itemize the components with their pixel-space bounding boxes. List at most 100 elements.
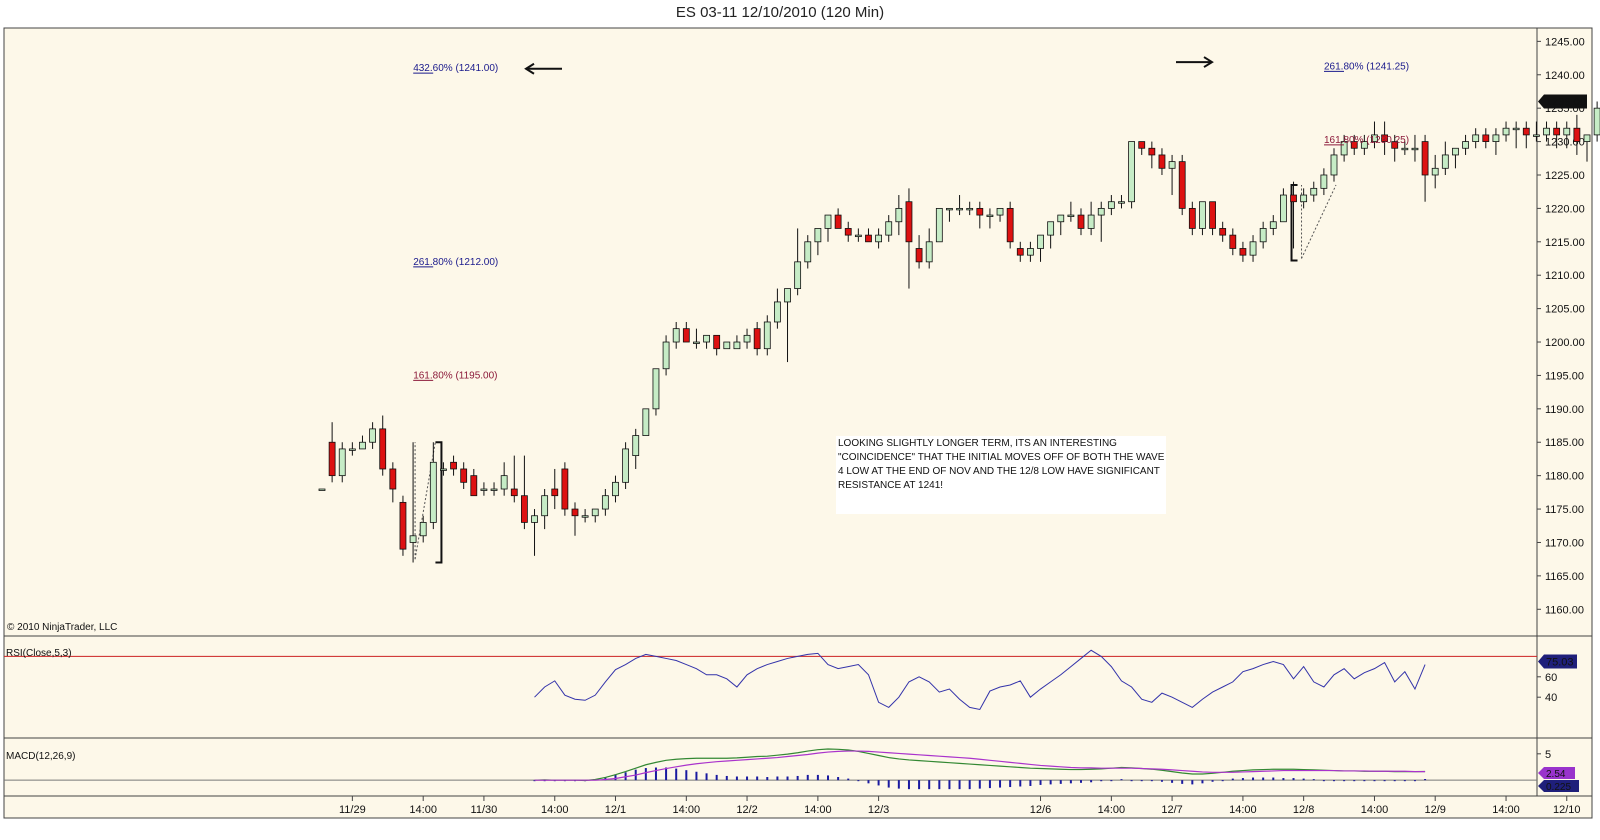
down-candle (865, 234, 872, 243)
down-candle (915, 248, 923, 263)
up-candle (1097, 207, 1105, 216)
fibonacci-labels: 432.60% (1241.00) 261.80% (1212.00) 161.80… (413, 61, 1409, 381)
price-tick-label: 1180.00 (1545, 471, 1584, 483)
down-candle (521, 495, 528, 523)
up-candle (1512, 127, 1520, 131)
time-tick-label: 14:00 (1229, 804, 1257, 816)
up-candle (541, 495, 549, 517)
up-candle (1492, 134, 1500, 142)
panel-frames (3, 27, 1593, 819)
up-candle (1360, 141, 1368, 149)
time-tick-label: 14:00 (541, 804, 569, 816)
down-candle (1178, 161, 1186, 209)
up-candle (814, 228, 822, 243)
time-tick-label: 14:00 (409, 804, 437, 816)
down-candle (450, 461, 457, 470)
up-candle (733, 341, 741, 350)
down-candle (1522, 127, 1530, 136)
up-candle (622, 448, 629, 483)
down-candle (1381, 134, 1388, 142)
price-panel-bg (4, 28, 1592, 636)
up-candle (429, 461, 437, 523)
up-candle (1269, 221, 1277, 229)
up-candle (500, 475, 508, 490)
up-candle (824, 214, 832, 229)
up-candle (703, 334, 710, 343)
arrow-annotations (524, 56, 1214, 75)
down-candle (1188, 207, 1196, 229)
macd-tick-label: 5 (1545, 749, 1551, 761)
up-candle (1320, 174, 1328, 189)
down-candle (1148, 147, 1156, 156)
price-tick-label: 1200.00 (1545, 337, 1585, 349)
down-candle (389, 468, 397, 490)
time-tick-label: 14:00 (1492, 804, 1520, 816)
up-candle (1340, 141, 1348, 156)
up-candle (652, 368, 660, 410)
up-candle (875, 234, 882, 243)
up-candle (1431, 167, 1439, 176)
up-candle (1401, 147, 1409, 151)
rsi-label: RSI(Close,5,3) (6, 648, 72, 659)
rsi-tick-label: 40 (1545, 692, 1557, 704)
up-candle (1462, 141, 1469, 149)
down-candle (834, 214, 842, 229)
up-candle (1452, 147, 1459, 156)
down-candle (1573, 127, 1581, 142)
time-tick-label: 12/6 (1030, 804, 1051, 816)
down-candle (551, 488, 559, 497)
down-candle (379, 428, 387, 470)
up-candle (1280, 194, 1287, 223)
price-tick-label: 1220.00 (1545, 203, 1585, 215)
up-candle (318, 488, 326, 491)
up-candle (632, 435, 640, 457)
rsi-last-label: 75.03 (1546, 657, 1574, 669)
down-candle (905, 201, 913, 243)
up-candle (369, 428, 377, 443)
time-tick-label: 14:00 (673, 804, 701, 816)
up-candle (966, 207, 974, 211)
arrow-head (1203, 56, 1214, 68)
down-candle (1077, 214, 1085, 229)
up-candle (338, 448, 346, 477)
copyright-text: © 2010 NinjaTrader, LLC (7, 622, 117, 633)
price-tick-label: 1215.00 (1545, 237, 1585, 249)
down-candle (1138, 141, 1146, 149)
up-candle (642, 408, 650, 436)
down-candle (1209, 201, 1216, 229)
up-candle (925, 241, 933, 263)
up-candle (885, 221, 893, 236)
fib-label: 161.80% (1230.25) (1324, 135, 1409, 146)
up-candle (1533, 134, 1540, 137)
down-candle (470, 475, 478, 497)
price-tick-label: 1175.00 (1545, 504, 1584, 516)
time-axis: 11/29 14:00 11/30 14:00 12/1 14:00 12/2 14:00 12… (339, 796, 1581, 816)
up-candle (581, 515, 589, 518)
up-candle (1411, 147, 1419, 151)
bracket (435, 441, 443, 564)
down-candle (682, 328, 690, 343)
down-candle (328, 441, 336, 477)
up-candle (763, 321, 771, 350)
hist-last-label: 0.225 (1546, 782, 1571, 793)
up-candle (1168, 161, 1176, 169)
time-tick-label: 12/10 (1553, 804, 1581, 816)
time-axis-bg (4, 796, 1592, 818)
up-candle (1107, 201, 1115, 209)
down-candle (1421, 141, 1429, 176)
price-tick-label: 1190.00 (1545, 404, 1584, 416)
time-tick-label: 12/9 (1424, 804, 1445, 816)
up-candle (1199, 201, 1206, 229)
down-candle (844, 228, 852, 236)
up-candle (935, 207, 943, 243)
last-price-marker (1538, 94, 1587, 109)
time-tick-label: 12/8 (1293, 804, 1314, 816)
price-tick-label: 1195.00 (1545, 370, 1584, 382)
up-candle (794, 261, 802, 289)
macd-last-label: 2.54 (1546, 769, 1566, 780)
outer-frame (3, 27, 1593, 819)
macd-line (534, 748, 1426, 782)
price-tick-label: 1240.00 (1545, 70, 1585, 82)
down-candle (1229, 234, 1237, 249)
